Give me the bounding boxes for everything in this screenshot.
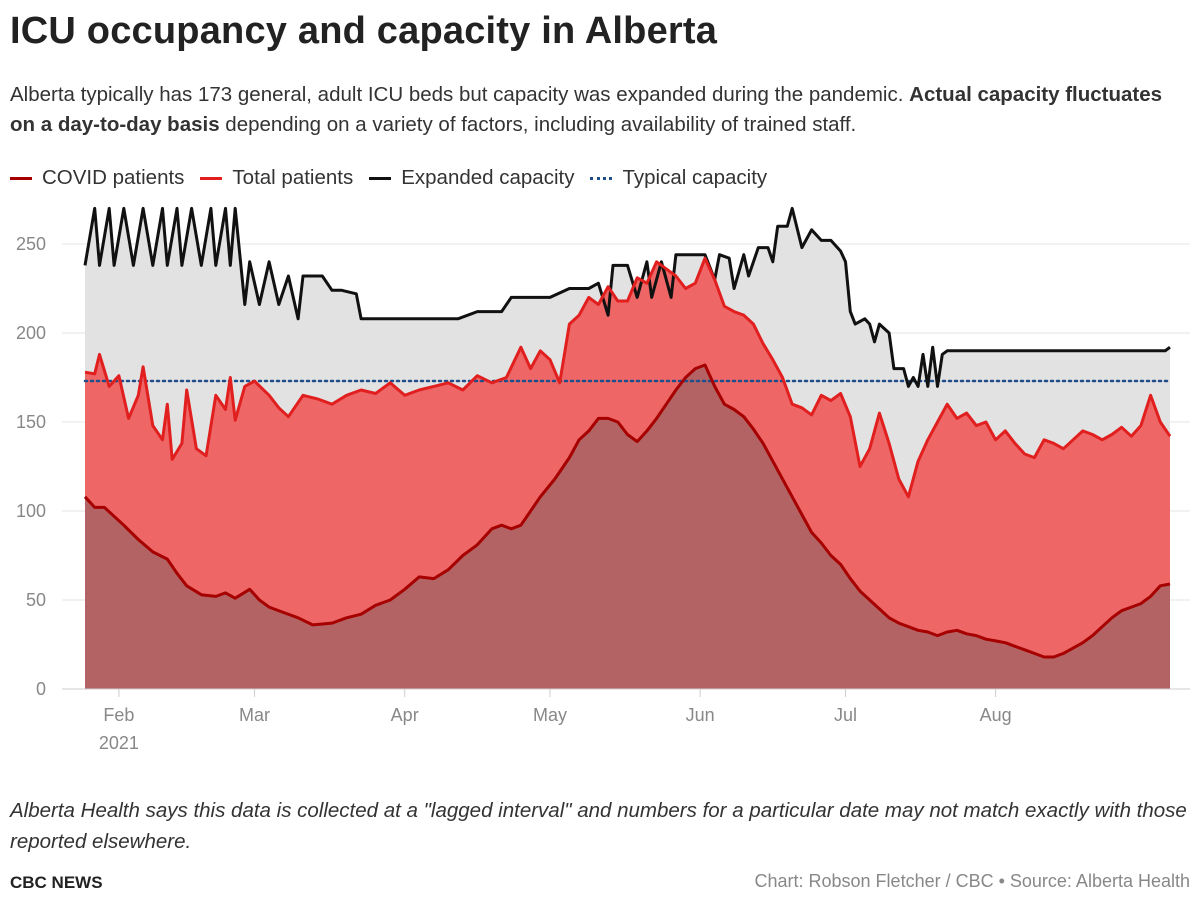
legend-swatch-covid <box>10 176 32 180</box>
x-tick-label: Jun <box>686 705 715 725</box>
covid-patients-area <box>85 365 1170 689</box>
legend-label-covid: COVID patients <box>42 166 185 189</box>
series-lines <box>83 206 1172 659</box>
y-tick-label: 50 <box>26 590 46 610</box>
legend-swatch-typical <box>590 176 613 180</box>
x-tick-label: Jul <box>834 705 857 725</box>
legend-item-total-patients: Total patients <box>200 166 353 190</box>
y-tick-label: 100 <box>16 501 46 521</box>
covid-patients-line <box>83 363 1171 659</box>
y-tick-label: 250 <box>16 234 46 254</box>
x-tick-label: Aug <box>980 705 1012 725</box>
x-tick-label: Feb <box>103 705 134 725</box>
chart-subtitle: Alberta typically has 173 general, adult… <box>10 80 1190 140</box>
subtitle-bold-text: Actual capacity fluctuates on a day-to-d… <box>10 83 1163 136</box>
legend-label-typical: Typical capacity <box>622 166 768 189</box>
subtitle-tail-text: depending on a variety of factors, inclu… <box>219 113 857 136</box>
source-credit: Chart: Robson Fletcher / CBC • Source: A… <box>754 871 1191 891</box>
footnote: Alberta Health says this data is collect… <box>10 799 1187 853</box>
legend-item-covid-patients: COVID patients <box>10 166 184 190</box>
icu-area-chart: 0 50 100 150 200 250 Feb 2021 Mar Apr May Jun Jul Aug <box>16 206 1190 753</box>
y-tick-label: 150 <box>16 412 46 432</box>
total-patients-line <box>84 256 1172 499</box>
chart-title: ICU occupancy and capacity in Alberta <box>10 10 718 52</box>
legend-swatch-total <box>200 176 223 180</box>
x-tick-label: Apr <box>391 705 419 725</box>
x-tick-year-label: 2021 <box>99 733 139 753</box>
x-tick-label: May <box>533 705 567 725</box>
legend-item-typical-capacity: Typical capacity <box>590 166 767 190</box>
series-areas <box>85 208 1170 689</box>
x-tick-label: Mar <box>239 705 270 725</box>
axes: 0 50 100 150 200 250 Feb 2021 Mar Apr May Jun Jul Aug <box>16 234 1190 753</box>
y-tick-label: 0 <box>36 679 46 699</box>
cbc-news-logo: CBC NEWS <box>10 873 103 892</box>
subtitle-text: Alberta typically has 173 general, adult… <box>10 83 910 106</box>
legend-label-total: Total patients <box>232 166 354 189</box>
chart-legend: COVID patients Total patients Expanded c… <box>10 166 783 190</box>
y-tick-label: 200 <box>16 323 46 343</box>
legend-label-expanded: Expanded capacity <box>401 166 575 189</box>
legend-swatch-expanded <box>369 176 392 180</box>
legend-item-expanded-capacity: Expanded capacity <box>369 166 574 190</box>
